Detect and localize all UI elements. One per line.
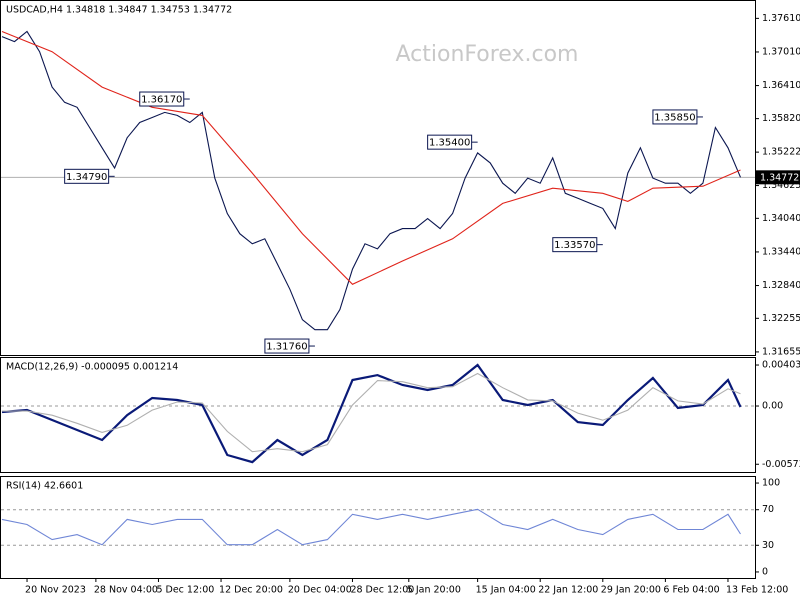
macd-panel [0,357,756,473]
watermark: ActionForex.com [396,42,579,67]
annotation-label: 1.31760 [266,342,307,353]
y-tick-label: 1.35820 [762,113,800,124]
annotation-box [264,338,310,354]
annotation-box [139,91,185,107]
panel-title: MACD(12,26,9) -0.000095 0.001214 [6,362,178,373]
y-tick-label: 1.32840 [762,280,800,291]
annotation-box [552,237,598,253]
y-tick-label: 70 [762,504,774,515]
rsi-panel [0,476,756,579]
x-tick-label: 28 Dec 12:00 [350,585,414,596]
y-tick-label: 0 [762,566,768,577]
x-tick-label: 12 Dec 20:00 [219,585,283,596]
current-price-box [756,170,800,185]
y-tick-label: 1.37010 [762,46,800,57]
series-line [1,30,742,331]
y-tick-label: 1.32255 [762,313,800,324]
x-tick-label: 5 Dec 12:00 [156,585,214,596]
x-tick-label: 15 Jan 04:00 [476,585,536,596]
y-tick-label: 0.004038 [762,360,800,371]
annotation-box [652,109,698,125]
x-tick-label: 13 Feb 12:00 [726,585,788,596]
y-tick-label: 1.31655 [762,346,800,357]
x-tick-label: 22 Jan 12:00 [538,585,598,596]
x-tick-label: 6 Feb 04:00 [663,585,719,596]
x-tick-label: 5 Jan 20:00 [407,585,461,596]
annotation-label: 1.36170 [141,95,182,106]
panel-title: RSI(14) 42.6601 [6,481,83,492]
x-tick-label: 28 Nov 04:00 [94,585,158,596]
series-line [1,30,741,285]
y-tick-label: -0.005737 [762,459,800,470]
annotation-box [427,134,473,150]
y-tick-label: 1.35222 [762,147,800,158]
y-tick-label: 1.36410 [762,80,800,91]
annotation-box [64,168,110,184]
x-tick-label: 20 Nov 2023 [25,585,86,596]
y-tick-label: 1.34040 [762,213,800,224]
annotation-label: 1.34790 [66,172,107,183]
y-tick-label: 100 [762,478,780,489]
series-line [1,508,741,546]
y-tick-label: 30 [762,540,774,551]
y-tick-label: 1.34625 [762,180,800,191]
panel-title: USDCAD,H4 1.34818 1.34847 1.34753 1.3477… [6,5,232,16]
annotation-label: 1.35850 [654,112,695,123]
annotation-label: 1.33570 [554,240,595,251]
annotation-label: 1.35400 [429,138,470,149]
current-price-label: 1.34772 [760,172,799,183]
series-line [2,372,741,453]
x-tick-label: 20 Dec 04:00 [288,585,352,596]
y-tick-label: 0.00 [762,401,783,412]
series-line [1,363,742,464]
price-panel [0,0,756,356]
y-tick-label: 1.37610 [762,13,800,24]
y-tick-label: 1.33440 [762,246,800,257]
x-tick-label: 29 Jan 20:00 [601,585,661,596]
